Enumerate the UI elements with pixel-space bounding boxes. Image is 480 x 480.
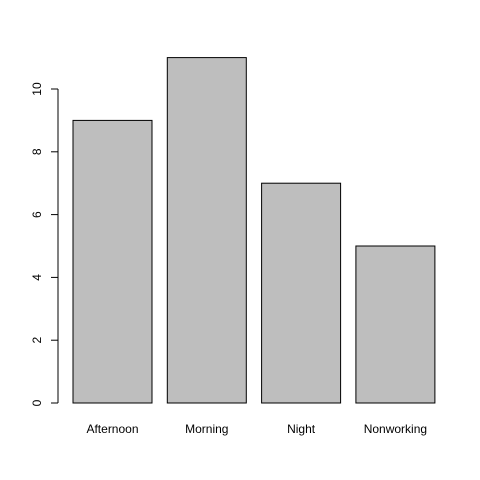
y-tick-label: 10	[30, 82, 44, 96]
bar-nonworking	[355, 245, 436, 404]
bars-group	[72, 57, 436, 404]
x-tick-label: Nonworking	[364, 422, 427, 436]
y-tick-label: 0	[30, 399, 44, 406]
y-tick-label: 6	[30, 211, 44, 218]
y-tick-label: 4	[30, 274, 44, 281]
y-tick-label: 8	[30, 148, 44, 155]
bar-morning	[166, 57, 247, 404]
y-axis: 0 2 4 6 8 10	[30, 82, 59, 406]
x-tick-label: Afternoon	[86, 422, 138, 436]
bar-night	[261, 182, 342, 404]
y-tick-label: 2	[30, 337, 44, 344]
x-tick-label: Morning	[185, 422, 228, 436]
x-axis-labels: Afternoon Morning Night Nonworking	[86, 422, 427, 436]
x-tick-label: Night	[287, 422, 316, 436]
bar-afternoon	[72, 119, 153, 404]
